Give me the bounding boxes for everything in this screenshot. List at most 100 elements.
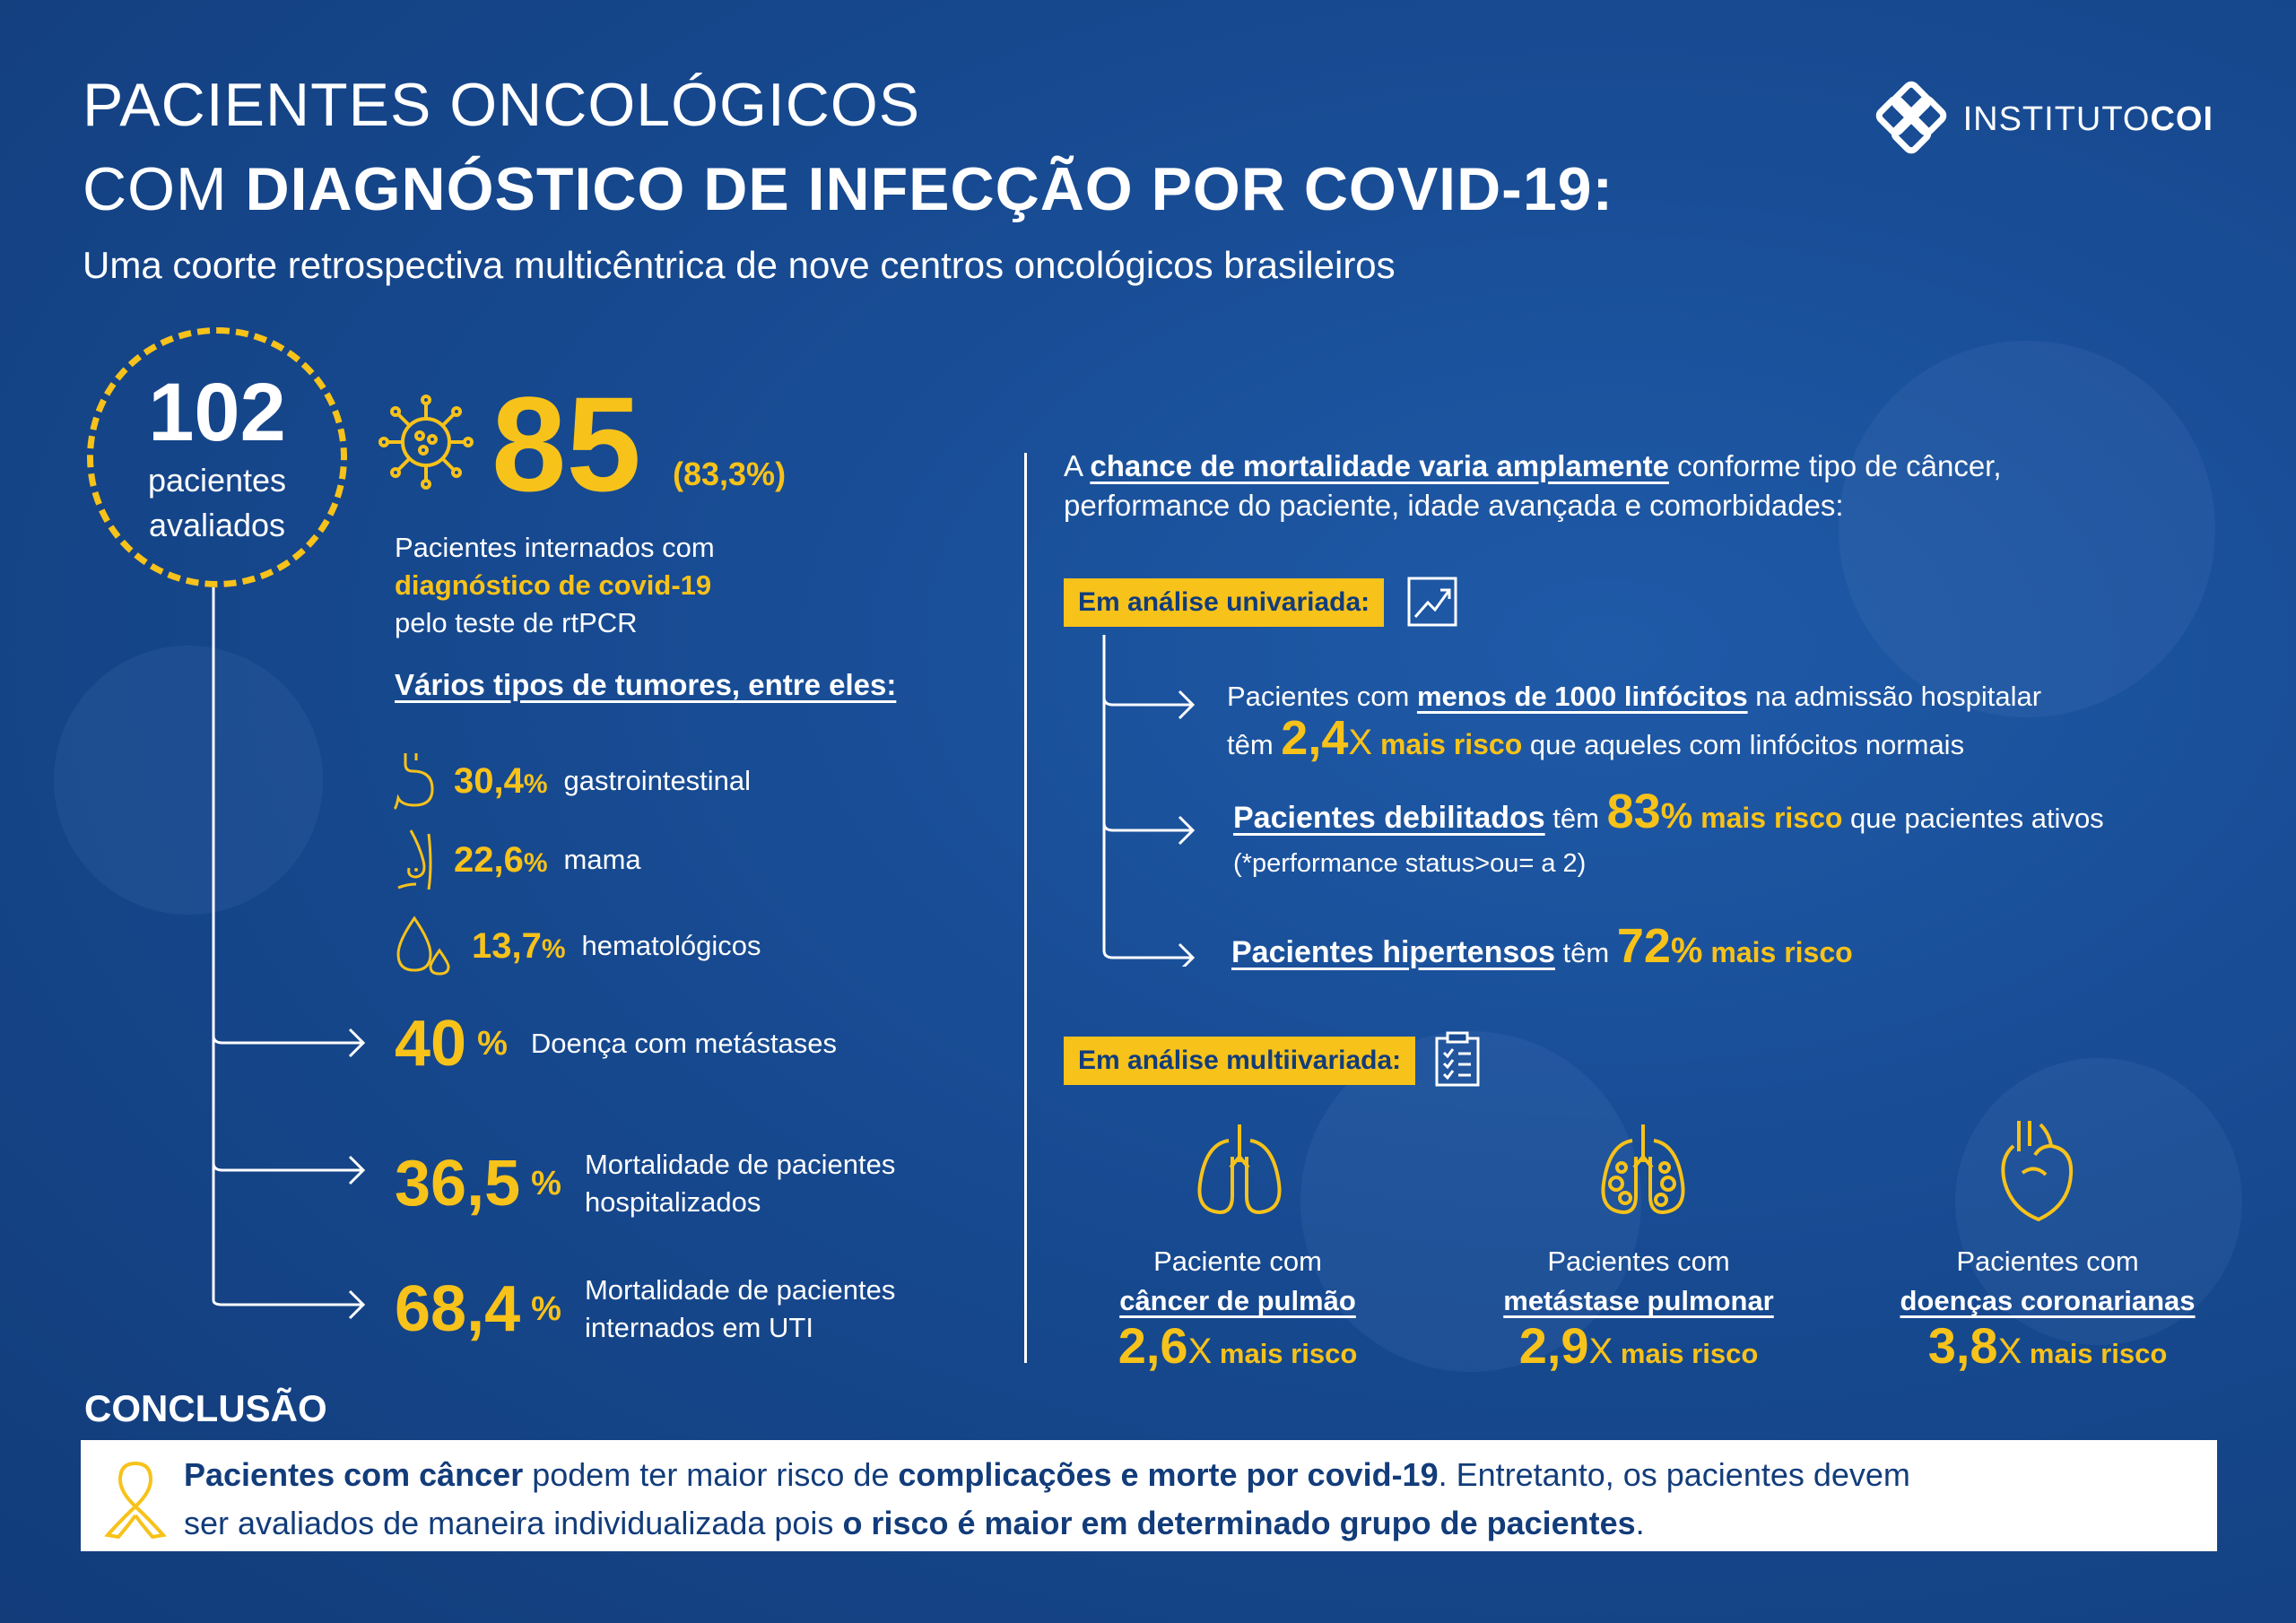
- stat-label-line-1: Mortalidade de pacientes: [584, 1274, 896, 1306]
- conclusion-text-1: podem ter maior risco de: [523, 1456, 899, 1493]
- evaluated-label-1: pacientes: [147, 462, 287, 499]
- lung-cancer-line-1: Paciente com: [1153, 1245, 1322, 1277]
- tumor-unit: %: [523, 847, 548, 878]
- lymphocytes-prefix: Pacientes com: [1227, 681, 1417, 712]
- hypertensive-tem: têm: [1554, 937, 1617, 968]
- lymphocytes-value: 2,4: [1281, 711, 1349, 765]
- debilitated-underlined: Pacientes debilitados: [1233, 801, 1545, 835]
- right-intro-line-1: A chance de mortalidade varia amplamente…: [1064, 447, 2002, 486]
- multivariate-lung-metastasis: Pacientes com metástase pulmonar 2,9X ma…: [1468, 1242, 1809, 1379]
- column-divider: [1024, 453, 1027, 1363]
- conclusion-bold-1: Pacientes com câncer: [184, 1456, 524, 1493]
- tumor-value: 30,4: [454, 760, 524, 801]
- breast-icon: [397, 829, 432, 890]
- subtitle: Uma coorte retrospectiva multicêntrica d…: [83, 244, 1396, 286]
- stat-label: Mortalidade de pacientes internados em UT…: [585, 1271, 895, 1347]
- hospitalized-line-2: diagnóstico de covid-19: [395, 569, 712, 601]
- coronary-line-2: doenças coronarianas: [1900, 1285, 2196, 1316]
- debilitated-note: (*performance status>ou= a 2): [1233, 849, 1587, 878]
- tumor-label: hematológicos: [581, 930, 761, 961]
- lymphocytes-unit: X: [1348, 723, 1373, 762]
- tumor-unit: %: [523, 768, 548, 799]
- debilitated-tail: que pacientes ativos: [1842, 803, 2104, 834]
- right-intro-line-2: performance do paciente, idade avançada …: [1064, 489, 1844, 522]
- instituto-coi-logo: INSTITUTOCOI: [1874, 81, 2213, 158]
- debilitated-tem: têm: [1544, 803, 1607, 834]
- stat-label: Doença com metástases: [531, 1025, 837, 1063]
- conclusion-box: Pacientes com câncer podem ter maior ris…: [81, 1440, 2217, 1551]
- tumors-heading: Vários tipos de tumores, entre eles:: [395, 668, 897, 701]
- lungs-metastasis-icon: [1601, 1124, 1685, 1215]
- lung-metastasis-value: 2,9: [1518, 1317, 1589, 1374]
- hospitalized-number: 85: [491, 369, 641, 519]
- lymphocytes-suffix: na admissão hospitalar: [1747, 681, 2042, 712]
- title-line-2: COM DIAGNÓSTICO DE INFECÇÃO POR COVID-19…: [83, 154, 1613, 224]
- hospitalized-line-1: Pacientes internados com: [395, 532, 715, 563]
- multivariate-lung-cancer: Paciente com câncer de pulmão 2,6X mais …: [1067, 1242, 1408, 1379]
- clipboard-checklist-icon: [1435, 1031, 1480, 1087]
- right-intro: A chance de mortalidade varia amplamente…: [1064, 447, 2002, 525]
- blood-drop-icon: [396, 916, 450, 976]
- univariate-item-lymphocytes: Pacientes com menos de 1000 linfócitos n…: [1227, 676, 2041, 766]
- hospitalized-percent: (83,3%): [673, 456, 787, 492]
- background-virus-decoration: [1839, 341, 2215, 717]
- conclusion-bold-2: complicações e morte por covid-19: [898, 1456, 1439, 1493]
- univariate-item-debilitated: Pacientes debilitados têm 83% mais risco…: [1233, 787, 2104, 886]
- stat-label-line-2: hospitalizados: [584, 1186, 761, 1218]
- tumor-value: 22,6: [454, 839, 524, 880]
- intro-suffix: conforme tipo de câncer,: [1668, 449, 2002, 482]
- tumor-value: 13,7: [472, 925, 542, 966]
- hypertensive-risk: mais risco: [1702, 936, 1853, 968]
- lung-cancer-risk-label: mais risco: [1219, 1338, 1358, 1369]
- lymphocytes-line-1: Pacientes com menos de 1000 linfócitos n…: [1227, 676, 2041, 717]
- lung-cancer-line-2: câncer de pulmão: [1119, 1285, 1356, 1316]
- hypertensive-value: 72: [1616, 919, 1671, 973]
- stat-value: 36,5: [395, 1148, 521, 1219]
- heart-icon: [2001, 1121, 2074, 1222]
- coronary-line-1: Pacientes com: [1956, 1245, 2139, 1277]
- multivariate-coronary: Pacientes com doenças coronarianas 3,8X …: [1877, 1242, 2218, 1379]
- background-virus-decoration: [1300, 1031, 1641, 1372]
- background-virus-decoration: [54, 646, 323, 915]
- lymphocytes-tem: têm: [1227, 729, 1282, 760]
- stat-label-line-2: internados em UTI: [584, 1312, 813, 1343]
- stat-value: 68,4: [395, 1273, 521, 1345]
- virus-icon: [378, 395, 474, 490]
- coronary-value: 3,8: [1927, 1317, 1998, 1374]
- lung-cancer-unit: X: [1187, 1332, 1213, 1371]
- lymphocytes-risk: mais risco: [1372, 728, 1523, 760]
- title-line-1: PACIENTES ONCOLÓGICOS: [83, 71, 921, 139]
- stat-unit: %: [531, 1289, 561, 1328]
- trend-chart-icon: [1407, 577, 1457, 627]
- intro-prefix: A: [1064, 449, 1091, 482]
- hypertensive-unit: %: [1670, 931, 1703, 970]
- stat-label-line-1: Mortalidade de pacientes: [584, 1149, 896, 1180]
- title-line-2-bold: DIAGNÓSTICO DE INFECÇÃO POR COVID-19:: [245, 155, 1614, 223]
- debilitated-line-1: Pacientes debilitados têm 83% mais risco…: [1233, 787, 2104, 841]
- debilitated-unit: %: [1660, 796, 1693, 836]
- lung-metastasis-line-1: Pacientes com: [1547, 1245, 1730, 1277]
- tumor-row: 30,4% gastrointestinal: [393, 751, 751, 811]
- stat-unit: %: [477, 1024, 508, 1063]
- conclusion-text-2: . Entretanto, os pacientes devem: [1438, 1456, 1910, 1493]
- stat-row: 68,4 % Mortalidade de pacientes internado…: [395, 1271, 895, 1347]
- lung-metastasis-risk-label: mais risco: [1620, 1338, 1759, 1369]
- cancer-ribbon-icon: [104, 1462, 167, 1539]
- title-line-2-prefix: COM: [83, 155, 246, 223]
- stat-unit: %: [531, 1164, 561, 1202]
- coronary-unit: X: [1997, 1332, 2022, 1371]
- hypertensive-underlined: Pacientes hipertensos: [1231, 935, 1555, 969]
- lymphocytes-underlined: menos de 1000 linfócitos: [1416, 681, 1748, 712]
- stat-row: 40 % Doença com metástases: [395, 1011, 837, 1076]
- lungs-icon: [1197, 1124, 1282, 1215]
- tumor-row: 22,6% mama: [393, 829, 641, 891]
- hospitalized-line-3: pelo teste de rtPCR: [395, 607, 638, 638]
- stat-row: 36,5 % Mortalidade de pacientes hospitali…: [395, 1146, 895, 1221]
- lung-cancer-value: 2,6: [1118, 1317, 1188, 1374]
- conclusion-title: CONCLUSÃO: [84, 1387, 327, 1429]
- coronary-risk: 3,8X mais risco: [1877, 1321, 2218, 1379]
- lung-metastasis-risk: 2,9X mais risco: [1468, 1321, 1809, 1379]
- evaluated-number: 102: [148, 367, 286, 458]
- intro-underlined: chance de mortalidade varia amplamente: [1090, 449, 1669, 482]
- logo-text-bold: COI: [2150, 100, 2213, 138]
